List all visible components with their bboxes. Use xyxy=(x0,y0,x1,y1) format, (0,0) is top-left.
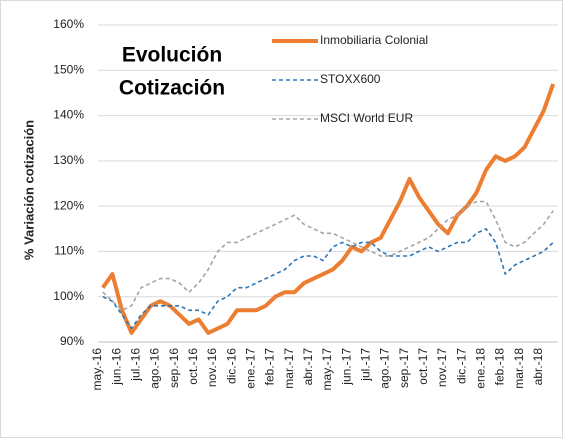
x-tick-label: feb.-17 xyxy=(263,348,277,386)
x-tick-label: mar.-17 xyxy=(282,348,296,389)
y-tick-label: 100% xyxy=(53,289,84,303)
x-tick-label: may.-17 xyxy=(320,348,334,391)
y-tick-label: 140% xyxy=(53,108,84,122)
x-tick-label: ene.-17 xyxy=(244,348,258,389)
y-axis-label: % Variación cotización xyxy=(21,120,36,260)
legend-label: Inmobiliaria Colonial xyxy=(320,33,428,47)
y-tick-label: 160% xyxy=(53,17,84,31)
x-tick-label: abr.-17 xyxy=(301,348,315,386)
x-tick-label: jul.-16 xyxy=(129,348,143,382)
y-tick-label: 110% xyxy=(54,244,84,258)
legend-label: STOXX600 xyxy=(320,72,381,86)
y-tick-label: 130% xyxy=(53,153,84,167)
x-tick-label: jun.-17 xyxy=(339,348,353,386)
x-tick-label: ago.-16 xyxy=(148,348,162,389)
x-tick-label: abr.-18 xyxy=(531,348,545,386)
x-tick-label: oct.-16 xyxy=(186,348,200,385)
x-tick-label: nov.-16 xyxy=(205,348,219,387)
x-tick-label: sep.-16 xyxy=(167,348,181,388)
x-tick-label: jul.-17 xyxy=(359,348,373,382)
legend-label: MSCI World EUR xyxy=(320,111,413,125)
y-tick-label: 150% xyxy=(53,62,84,76)
y-tick-label: 120% xyxy=(53,198,84,212)
x-tick-label: sep.-17 xyxy=(397,348,411,388)
x-tick-label: jun.-16 xyxy=(109,348,123,386)
x-tick-label: dic.-16 xyxy=(224,348,238,384)
chart-title: Evolución xyxy=(122,44,222,67)
series-line xyxy=(101,83,556,335)
x-tick-label: feb.-18 xyxy=(493,348,507,386)
x-tick-label: mar.-18 xyxy=(512,348,526,389)
x-tick-label: oct.-17 xyxy=(416,348,430,385)
series-line xyxy=(102,200,554,312)
series-line xyxy=(102,228,554,330)
y-tick-label: 90% xyxy=(60,334,84,348)
x-tick-label: may.-16 xyxy=(90,348,104,391)
x-tick-label: nov.-17 xyxy=(435,348,449,387)
chart-title: Cotización xyxy=(119,77,225,100)
x-tick-label: ene.-18 xyxy=(474,348,488,389)
x-tick-label: dic.-17 xyxy=(454,348,468,384)
x-tick-label: ago.-17 xyxy=(378,348,392,389)
